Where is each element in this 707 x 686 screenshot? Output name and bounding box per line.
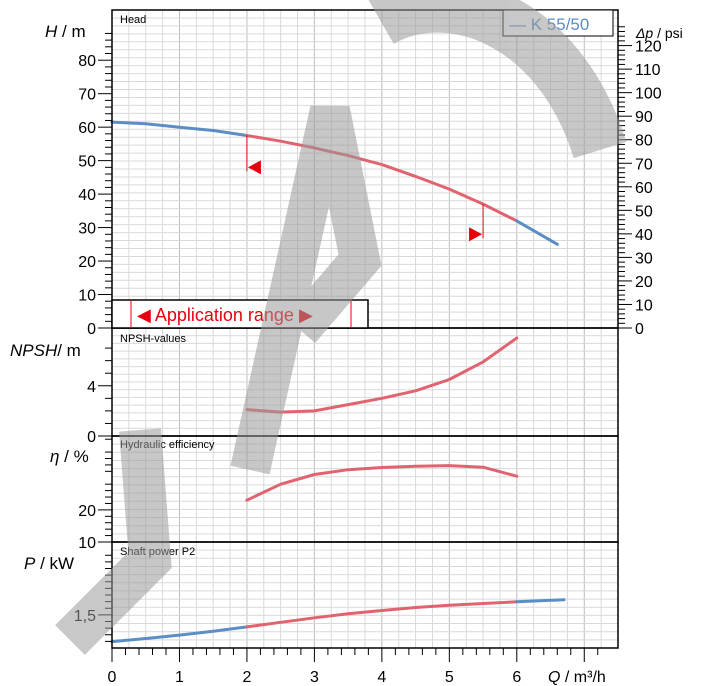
eff-y-tick-label: 10 <box>78 535 96 552</box>
power-curve-2 <box>515 598 566 604</box>
eff-y-label: η / % <box>50 447 89 466</box>
head-curve-1 <box>245 134 519 223</box>
head-y-tick-label: 10 <box>78 288 96 305</box>
head-y-tick-label: 50 <box>78 154 96 171</box>
ticks-layer: 0102030405060708001020304050607080901001… <box>74 26 662 686</box>
x-tick-label: 3 <box>310 669 319 686</box>
x-tick-label: 6 <box>512 669 521 686</box>
x-axis-label: Q / m³/h <box>548 669 606 686</box>
watermark-shape-mid <box>230 105 382 475</box>
head-panel-title: Head <box>120 14 146 26</box>
watermark-shape-left <box>55 428 172 655</box>
range-left-arrow <box>247 160 261 175</box>
head-curve-2 <box>515 219 559 246</box>
head-y-tick-label: 40 <box>78 187 96 204</box>
x-tick-label: 1 <box>175 669 184 686</box>
head-right-tick-label: 70 <box>635 156 653 173</box>
head-right-tick-label: 40 <box>635 227 653 244</box>
head-right-tick-label: 0 <box>635 321 644 338</box>
npsh-y-label: NPSH/ m <box>10 341 81 360</box>
head-y-tick-label: 30 <box>78 221 96 238</box>
head-right-y-label: Δp / psi <box>635 25 683 41</box>
head-y-tick-label: 70 <box>78 87 96 104</box>
npsh-y-tick-label: 4 <box>87 379 96 396</box>
head-right-tick-label: 60 <box>635 180 653 197</box>
head-right-tick-label: 10 <box>635 297 653 314</box>
power-curve-1 <box>245 600 519 629</box>
npsh-y-tick-label: 0 <box>87 429 96 446</box>
watermark <box>55 0 627 655</box>
head-right-tick-label: 50 <box>635 203 653 220</box>
x-tick-label: 0 <box>108 669 117 686</box>
npsh-panel-title: NPSH-values <box>120 333 187 345</box>
range-right-arrow <box>469 227 483 242</box>
head-right-tick-label: 120 <box>635 39 662 56</box>
head-y-tick-label: 80 <box>78 53 96 70</box>
eff-y-tick-label: 20 <box>78 503 96 520</box>
head-right-tick-label: 20 <box>635 274 653 291</box>
head-y-tick-label: 60 <box>78 120 96 137</box>
head-y-tick-label: 20 <box>78 254 96 271</box>
head-y-tick-label: 0 <box>87 321 96 338</box>
head-curve-0 <box>110 120 249 137</box>
npsh-curve-0 <box>245 336 519 414</box>
head-y-label: H / m <box>45 22 86 41</box>
power-y-label: P / kW <box>24 554 74 573</box>
head-right-tick-label: 90 <box>635 109 653 126</box>
x-tick-label: 5 <box>445 669 454 686</box>
head-right-tick-label: 100 <box>635 86 662 103</box>
x-tick-label: 2 <box>242 669 251 686</box>
x-tick-label: 4 <box>377 669 386 686</box>
watermark-shape-top <box>368 0 627 159</box>
head-right-tick-label: 110 <box>635 62 661 79</box>
eff-curve-0 <box>245 464 519 502</box>
curves-layer <box>110 120 566 644</box>
power-curve-0 <box>110 625 249 644</box>
head-right-tick-label: 30 <box>635 250 653 267</box>
head-right-tick-label: 80 <box>635 133 653 150</box>
